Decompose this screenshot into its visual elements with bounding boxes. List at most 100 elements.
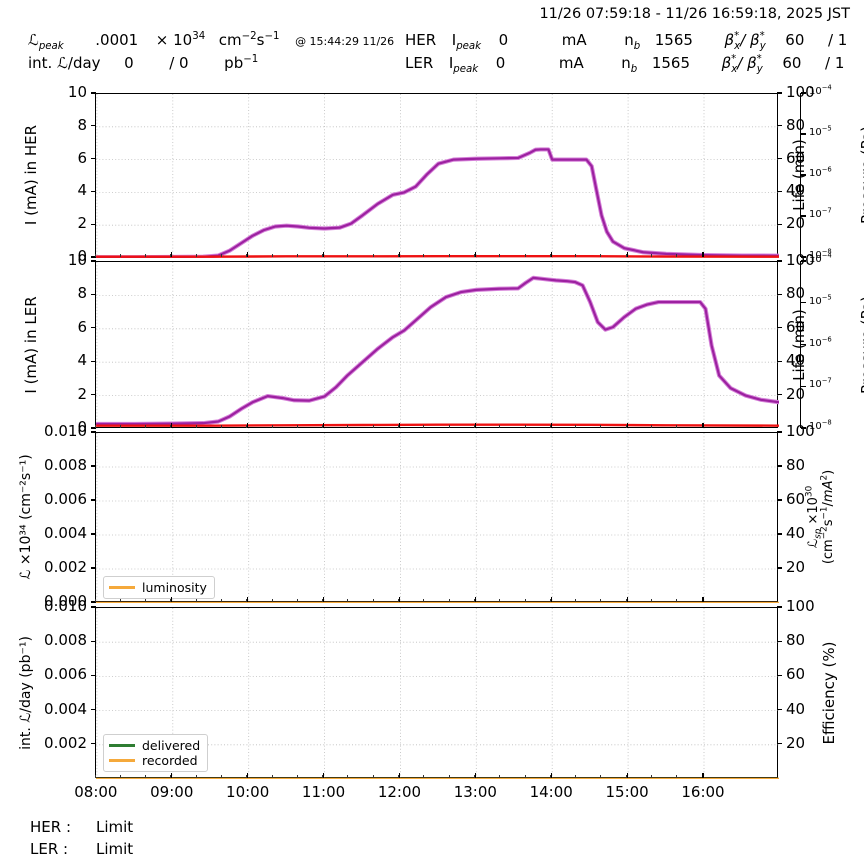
legend-swatch-delivered xyxy=(109,744,135,747)
right-ytick-mark xyxy=(777,606,782,608)
right-ytick-integrated-luminosity: 100 xyxy=(786,597,815,615)
xtick-minor xyxy=(119,254,121,257)
plot-panel-integrated-luminosity[interactable] xyxy=(95,607,779,779)
ytick-integrated-luminosity: 0.010 xyxy=(44,597,87,615)
xtick-minor xyxy=(676,254,678,257)
ytick-mark xyxy=(91,567,96,569)
integrated-luminosity-target: / 0 xyxy=(169,54,189,72)
xtick-minor xyxy=(575,425,577,428)
plot-canvas-ler-current xyxy=(96,262,779,429)
xtick-mark xyxy=(626,423,628,428)
ytick-mark xyxy=(91,499,96,501)
xtick-minor xyxy=(322,425,324,428)
plot-canvas-her-current xyxy=(96,94,779,258)
her-beta-value: 60 xyxy=(785,31,805,49)
ler-ring-label: LER xyxy=(405,54,434,72)
xtick-mark xyxy=(550,597,552,602)
xtick-mark xyxy=(474,252,476,257)
xtick-minor xyxy=(676,599,678,602)
xtick-minor xyxy=(195,775,197,778)
xtick-mark xyxy=(550,252,552,257)
xtick-minor xyxy=(423,425,425,428)
xtick-minor xyxy=(271,599,273,602)
integrated-luminosity-value: 0 xyxy=(124,54,134,72)
right-ytick-mark xyxy=(777,92,782,94)
xtick-minor xyxy=(473,599,475,602)
xtick-label: 11:00 xyxy=(301,783,346,801)
pressure-tick: 10−6 xyxy=(809,165,832,179)
xtick-minor xyxy=(473,775,475,778)
xtick-mark xyxy=(550,423,552,428)
right-ytick-integrated-luminosity: 40 xyxy=(786,699,806,718)
xtick-minor xyxy=(271,254,273,257)
right-ytick-mark xyxy=(777,360,782,362)
xtick-mark xyxy=(95,423,97,428)
xtick-minor xyxy=(575,775,577,778)
peak-luminosity-scale: × 1034 xyxy=(155,31,206,49)
xtick-mark xyxy=(322,597,325,602)
right-ytick-ler-current: 100 xyxy=(786,251,815,269)
ytick-mark xyxy=(91,533,96,535)
legend-luminosity[interactable]: luminosity xyxy=(103,576,215,599)
ytick-mark xyxy=(91,606,96,608)
her-status-value: Limit xyxy=(96,818,134,836)
ytick-her-current: 0 xyxy=(77,247,87,265)
xtick-minor xyxy=(549,254,551,257)
legend-swatch-recorded xyxy=(109,759,135,762)
right-axis-label-integrated-luminosity: Efficiency (%) xyxy=(820,641,838,744)
legend-entry-recorded[interactable]: recorded xyxy=(109,753,200,768)
xtick-mark xyxy=(398,252,401,257)
xtick-mark xyxy=(322,773,325,778)
xtick-mark xyxy=(398,423,401,428)
xtick-mark xyxy=(474,423,476,428)
her-ipeak-value: 0 xyxy=(498,31,509,49)
yaxis-label-luminosity: ℒ ×10³⁴ (cm⁻²s⁻¹) xyxy=(18,454,34,580)
series-glow-LER-current xyxy=(96,275,779,427)
yaxis-label-integrated-luminosity: int. ℒ/day (pb⁻¹) xyxy=(18,635,34,750)
right-ytick-integrated-luminosity: 20 xyxy=(786,733,806,752)
xtick-mark xyxy=(247,252,249,257)
xtick-minor xyxy=(195,599,197,602)
legend-entry-delivered[interactable]: delivered xyxy=(109,738,200,753)
ytick-mark xyxy=(91,223,96,225)
xtick-minor xyxy=(220,775,222,778)
legend-label-delivered: delivered xyxy=(142,738,201,753)
her-status-label: HER : xyxy=(30,818,72,836)
xtick-minor xyxy=(271,775,273,778)
ytick-luminosity: 0.010 xyxy=(44,422,87,440)
xtick-minor xyxy=(473,254,475,257)
ytick-mark xyxy=(91,293,96,295)
xtick-minor xyxy=(499,599,501,602)
legend-entry-luminosity[interactable]: luminosity xyxy=(109,580,207,595)
her-parameters-row: HER Ipeak 0 mA nb 1565 β*x/ β*y 60 / 1 m… xyxy=(405,31,864,52)
plot-panel-her-current[interactable] xyxy=(95,93,779,258)
right-axis-label-luminosity: ℒsp ×1030 (cm−2s−1/mA2) xyxy=(804,469,836,565)
right-ytick-mark xyxy=(777,260,782,262)
xtick-minor xyxy=(524,254,526,257)
plot-canvas-luminosity xyxy=(96,433,779,603)
ytick-luminosity: 0.000 xyxy=(44,592,87,610)
right-ytick-mark xyxy=(777,125,782,127)
right-ytick-mark xyxy=(777,158,782,160)
xtick-minor xyxy=(246,425,248,428)
legend-integrated-luminosity[interactable]: delivered recorded xyxy=(103,734,209,772)
xtick-minor xyxy=(448,599,450,602)
xtick-minor xyxy=(119,775,121,778)
xtick-minor xyxy=(145,425,147,428)
ler-status-value: Limit xyxy=(96,840,134,858)
pressure-tick: 10−7 xyxy=(809,376,832,391)
ytick-luminosity: 0.008 xyxy=(44,456,87,474)
plot-panel-luminosity[interactable] xyxy=(95,432,779,603)
xtick-minor xyxy=(398,775,400,778)
ytick-integrated-luminosity: 0.004 xyxy=(44,699,87,718)
pressure-tick: 10−8 xyxy=(809,418,832,432)
xtick-minor xyxy=(119,425,121,428)
xtick-minor xyxy=(423,254,425,257)
xtick-mark xyxy=(247,773,249,778)
xtick-mark xyxy=(95,773,97,778)
xtick-minor xyxy=(145,599,147,602)
pressure-tick: 10−5 xyxy=(809,124,832,138)
xtick-minor xyxy=(170,254,172,257)
plot-panel-ler-current[interactable] xyxy=(95,261,779,429)
xtick-minor xyxy=(94,599,96,602)
